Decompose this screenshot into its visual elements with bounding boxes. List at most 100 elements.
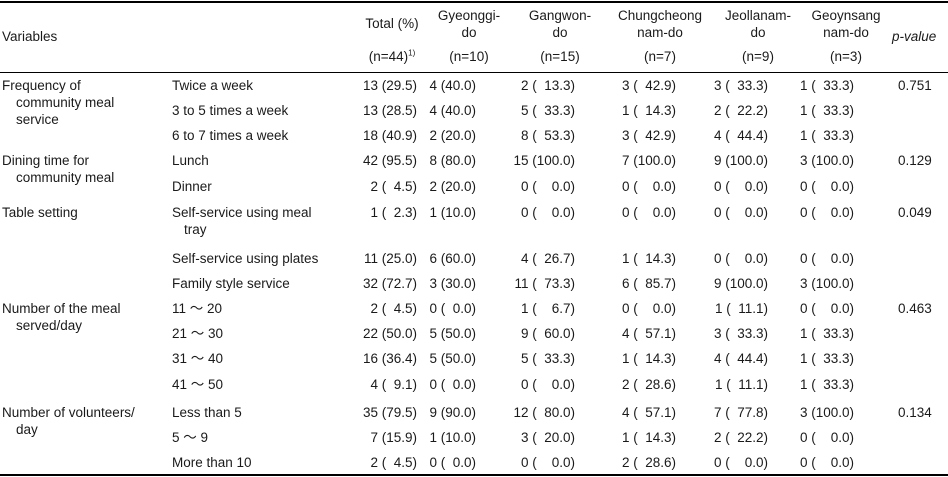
cell-region: 1 ( 11.1)	[714, 377, 768, 392]
cell-region: 9 (90.0)	[429, 405, 476, 420]
cell-region: 0 ( 0.0)	[621, 179, 676, 194]
cell-region: 4 (40.0)	[429, 78, 476, 93]
cell-region: 0 ( 0.0)	[429, 301, 476, 316]
row-label: Twice a week	[172, 78, 254, 93]
cell-total: 2 ( 4.5)	[370, 179, 417, 194]
cell-region: 2 ( 28.6)	[621, 455, 676, 470]
cell-total: 42 (95.5)	[362, 153, 417, 168]
cell-region: 15 (100.0)	[513, 153, 575, 168]
row-label: More than 10	[172, 455, 252, 470]
row-label: 41 ～ 50	[172, 377, 224, 392]
header-rule	[0, 72, 948, 73]
cell-region: 3 ( 33.3)	[713, 78, 768, 93]
cell-region: 1 ( 11.1)	[714, 301, 768, 316]
cell-region: 2 ( 22.2)	[713, 103, 768, 118]
cell-region: 2 (20.0)	[429, 128, 476, 143]
header-region-gangwon: Gangwon- do	[528, 8, 592, 40]
cell-region: 3 ( 42.9)	[621, 78, 676, 93]
header-region-gyeonggi: Gyeonggi- do	[437, 8, 501, 40]
row-label: Dinner	[172, 179, 212, 194]
group-label-volunteers: Number of volunteers/ day	[2, 405, 135, 437]
cell-region: 1 ( 14.3)	[621, 251, 676, 266]
group-label-meals-served: Number of the meal served/day	[2, 301, 121, 333]
cell-region: 4 ( 57.1)	[621, 405, 676, 420]
cell-region: 3 (100.0)	[799, 276, 854, 291]
header-region-chungcheong-n: (n=7)	[644, 49, 676, 64]
cell-region: 1 ( 14.3)	[621, 430, 676, 445]
cell-region: 1 ( 14.3)	[621, 103, 676, 118]
cell-region: 0 ( 0.0)	[520, 377, 575, 392]
cell-total: 11 (25.0)	[363, 251, 417, 266]
cell-region: 0 ( 0.0)	[621, 205, 676, 220]
cell-region: 0 ( 0.0)	[799, 205, 854, 220]
cell-total: 7 (15.9)	[370, 430, 417, 445]
cell-region: 4 (40.0)	[429, 103, 476, 118]
cell-total: 22 (50.0)	[362, 326, 417, 341]
pvalue-meals-served: 0.463	[898, 301, 932, 316]
cell-region: 0 ( 0.0)	[713, 205, 768, 220]
cell-region: 11 ( 73.3)	[514, 276, 575, 291]
cell-region: 9 (100.0)	[713, 153, 768, 168]
cell-region: 1 ( 33.3)	[799, 377, 854, 392]
pvalue-table-setting: 0.049	[898, 205, 932, 220]
cell-total: 16 (36.4)	[362, 351, 417, 366]
row-label: 21 ～ 30	[172, 326, 224, 341]
row-label: 11 ～ 20	[172, 301, 223, 316]
cell-region: 9 ( 60.0)	[520, 326, 575, 341]
cell-region: 0 ( 0.0)	[799, 430, 854, 445]
cell-region: 1 ( 14.3)	[621, 351, 676, 366]
cell-total: 13 (28.5)	[362, 103, 417, 118]
cell-region: 8 (80.0)	[429, 153, 476, 168]
cell-region: 3 (100.0)	[799, 153, 854, 168]
cell-total: 32 (72.7)	[362, 276, 417, 291]
cell-region: 0 ( 0.0)	[713, 179, 768, 194]
cell-region: 3 ( 20.0)	[520, 430, 575, 445]
header-pvalue: p-value	[892, 29, 937, 44]
row-label: 31 ～ 40	[172, 351, 224, 366]
row-label: 5 ～ 9	[172, 430, 209, 445]
cell-region: 1 ( 33.3)	[799, 326, 854, 341]
cell-region: 0 ( 0.0)	[713, 455, 768, 470]
cell-total: 13 (29.5)	[362, 78, 417, 93]
row-label: Lunch	[172, 153, 209, 168]
row-label: Less than 5	[172, 405, 242, 420]
cell-region: 1 ( 33.3)	[799, 128, 854, 143]
cell-region: 2 ( 13.3)	[520, 78, 575, 93]
top-rule	[0, 1, 948, 3]
cell-region: 4 ( 44.4)	[713, 128, 768, 143]
cell-region: 0 ( 0.0)	[713, 251, 768, 266]
cell-region: 2 ( 28.6)	[621, 377, 676, 392]
cell-region: 1 ( 33.3)	[799, 78, 854, 93]
cell-region: 9 (100.0)	[713, 276, 768, 291]
cell-region: 1 ( 33.3)	[799, 351, 854, 366]
row-label: 6 to 7 times a week	[172, 128, 289, 143]
cell-region: 1 (10.0)	[429, 430, 476, 445]
cell-region: 5 (50.0)	[429, 351, 476, 366]
cell-total: 2 ( 4.5)	[370, 301, 417, 316]
cell-region: 0 ( 0.0)	[799, 179, 854, 194]
cell-region: 0 ( 0.0)	[520, 179, 575, 194]
header-total-n: (n=44)1)	[368, 48, 416, 64]
row-label: Self-service using plates	[172, 251, 319, 266]
header-variables: Variables	[2, 29, 58, 44]
pvalue-volunteers: 0.134	[898, 405, 932, 420]
group-label-frequency: Frequency of community meal service	[2, 78, 115, 127]
row-label: 3 to 5 times a week	[172, 103, 289, 118]
cell-region: 6 (60.0)	[429, 251, 476, 266]
cell-region: 0 ( 0.0)	[621, 301, 676, 316]
row-label: Family style service	[172, 276, 290, 291]
header-region-jeollanam-n: (n=9)	[742, 49, 774, 64]
cell-region: 2 ( 22.2)	[713, 430, 768, 445]
header-region-gangwon-n: (n=15)	[540, 49, 580, 64]
cell-total: 35 (79.5)	[362, 405, 417, 420]
bottom-rule	[0, 474, 948, 476]
cell-region: 7 ( 77.8)	[713, 405, 768, 420]
cell-region: 2 (20.0)	[429, 179, 476, 194]
header-region-geoynsang-n: (n=3)	[830, 49, 862, 64]
pvalue-dining-time: 0.129	[898, 153, 932, 168]
cell-region: 3 (30.0)	[429, 276, 476, 291]
cell-total: 18 (40.9)	[362, 128, 417, 143]
cell-region: 1 ( 33.3)	[799, 103, 854, 118]
cell-region: 3 (100.0)	[799, 405, 854, 420]
cell-region: 0 ( 0.0)	[799, 455, 854, 470]
